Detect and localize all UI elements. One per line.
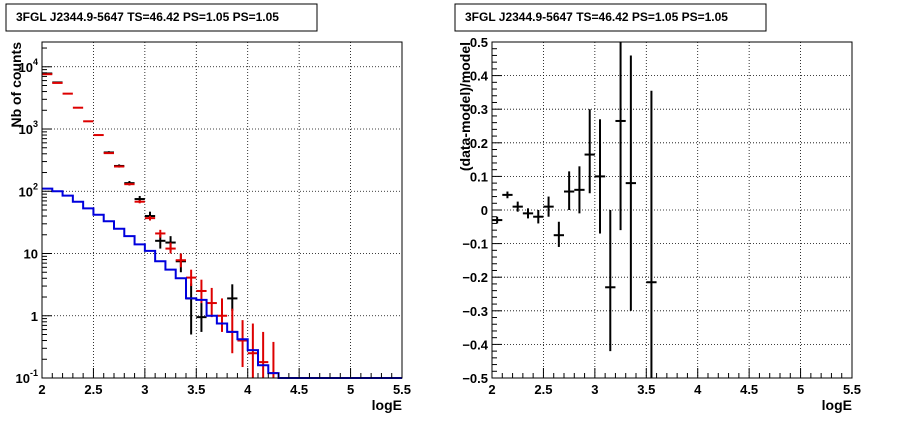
residual-data-point — [502, 191, 513, 199]
residual-y-tick-label: 0.5 — [470, 35, 488, 50]
residual-series — [492, 42, 657, 378]
counts-data-point — [42, 73, 53, 76]
residual-title-box — [454, 3, 767, 32]
counts-y-tick-label: 1 — [31, 309, 38, 324]
counts-data-point — [186, 269, 197, 287]
counts-y-tick-exponent: 3 — [33, 119, 38, 129]
residual-y-tick-label: −0.4 — [462, 337, 488, 352]
residual-panel: 3FGL J2344.9-5647 TS=46.42 PS=1.05 PS=1.… — [454, 3, 861, 413]
counts-data-point — [237, 320, 248, 368]
counts-y-tick-exponent: 4 — [33, 57, 38, 67]
residual-data-point — [512, 201, 523, 212]
residual-data-point — [594, 119, 606, 234]
residual-data-point — [584, 109, 595, 194]
residual-data-point — [543, 196, 554, 217]
residual-y-tick-label: −0.5 — [462, 371, 488, 386]
residual-data-point — [564, 171, 575, 210]
counts-x-tick-label: 3.5 — [187, 382, 205, 397]
residual-x-tick-label: 2.5 — [534, 382, 552, 397]
residual-x-tick-label: 3.5 — [637, 382, 655, 397]
counts-data-point — [134, 200, 145, 204]
residual-y-tick-label: 0.2 — [470, 136, 488, 151]
residual-y-tick-label: −0.2 — [462, 270, 488, 285]
residual-y-tick-label: −0.3 — [462, 304, 488, 319]
residual-x-tick-label: 5.5 — [843, 382, 861, 397]
residual-x-axis-label: logE — [822, 397, 852, 413]
counts-data-point — [216, 298, 228, 332]
counts-x-axis-label: logE — [372, 397, 402, 413]
counts-y-tick-exponent: -1 — [30, 368, 38, 378]
counts-x-tick-label: 2.5 — [84, 382, 102, 397]
residual-y-tick-label: −0.1 — [462, 237, 488, 252]
residual-x-tick-label: 3 — [591, 382, 598, 397]
counts-x-tick-label: 5.5 — [393, 382, 411, 397]
residual-data-point — [615, 42, 626, 231]
counts-data-point — [186, 283, 197, 335]
residual-data-point — [522, 208, 534, 219]
residual-y-tick-label: 0.1 — [470, 169, 488, 184]
counts-data-point — [155, 229, 166, 238]
residual-x-tick-label: 5 — [797, 382, 804, 397]
counts-y-tick-label: 10-1 — [16, 368, 38, 386]
residual-x-tick-label: 2 — [488, 382, 495, 397]
residual-x-tick-label: 4.5 — [740, 382, 758, 397]
residual-title: 3FGL J2344.9-5647 TS=46.42 PS=1.05 PS=1.… — [465, 10, 728, 24]
residual-y-tick-label: 0.4 — [470, 69, 489, 84]
residual-y-tick-label: 0.3 — [470, 102, 488, 117]
residual-data-point — [574, 166, 585, 214]
counts-x-tick-label: 4.5 — [290, 382, 308, 397]
counts-y-tick-exponent: 2 — [33, 181, 38, 191]
counts-x-tick-label: 2 — [38, 382, 45, 397]
counts-panel: 3FGL J2344.9-5647 TS=46.42 PS=1.05 PS=1.… — [5, 3, 411, 413]
residual-data-point — [533, 210, 544, 224]
counts-background-histogram — [42, 187, 402, 379]
residual-data-point — [492, 216, 503, 224]
counts-data-point — [258, 331, 269, 378]
residual-data-point — [605, 210, 616, 352]
residual-data-point — [553, 221, 564, 247]
counts-y-tick-label: 102 — [19, 181, 38, 199]
counts-data-point — [206, 287, 217, 318]
residual-x-tick-label: 4 — [694, 382, 702, 397]
counts-x-tick-label: 3 — [141, 382, 148, 397]
counts-x-tick-label: 4 — [244, 382, 252, 397]
counts-title: 3FGL J2344.9-5647 TS=46.42 PS=1.05 PS=1.… — [16, 10, 279, 24]
counts-x-tick-label: 5 — [347, 382, 354, 397]
counts-data-point — [52, 81, 63, 84]
counts-y-tick-label: 10 — [24, 247, 38, 262]
counts-title-box — [5, 3, 318, 32]
residual-grid — [492, 42, 852, 378]
counts-y-axis-label: Nb of counts — [8, 42, 24, 128]
counts-data-point — [196, 303, 207, 332]
residual-y-tick-label: 0 — [481, 203, 488, 218]
counts-data-point — [227, 284, 238, 311]
residual-y-axis-label: (data-model)/model — [457, 42, 473, 171]
counts-data-point — [124, 182, 135, 186]
residual-ticks: 2 2.5 3 3.5 4 4.5 5 5.5 0.5 0.4 0.3 0.2 0.1 0 −0.1 −0.2… — [462, 35, 861, 397]
counts-data-point — [144, 216, 156, 221]
counts-data-point — [175, 253, 186, 268]
counts-data-point — [165, 242, 176, 254]
residual-data-point — [646, 90, 657, 378]
residual-data-point — [625, 55, 636, 311]
counts-series — [42, 72, 402, 379]
